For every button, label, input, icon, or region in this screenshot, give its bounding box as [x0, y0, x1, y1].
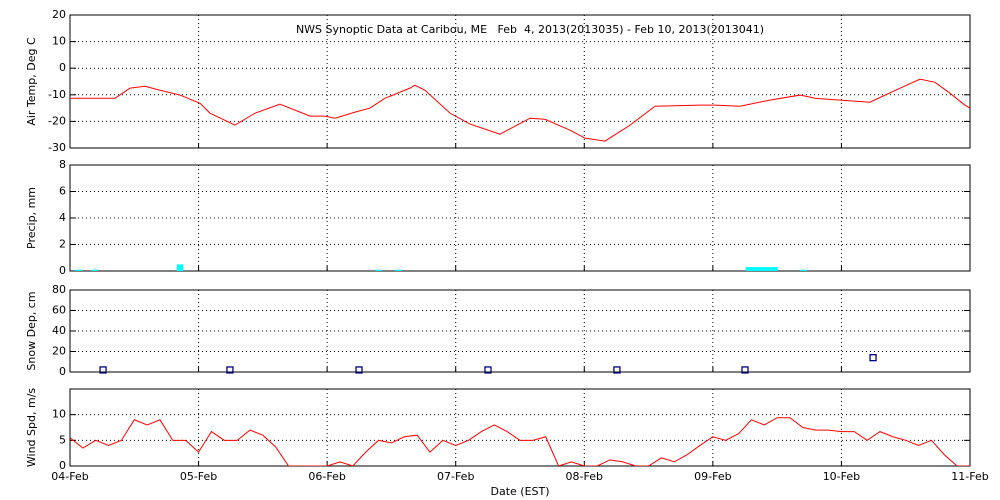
x-tick-label: 11-Feb: [951, 470, 988, 483]
x-tick-label: 05-Feb: [180, 470, 217, 483]
bar: [800, 269, 807, 271]
plot-frame: [69, 14, 971, 149]
y-tick-label: 0: [59, 365, 66, 378]
y-tick-label: 40: [52, 324, 66, 337]
x-axis-label: Date (EST): [490, 485, 549, 498]
y-tick-label: 0: [59, 61, 66, 74]
y-tick-label: 60: [52, 304, 66, 317]
bar: [758, 267, 765, 271]
x-tick-label: 09-Feb: [694, 470, 731, 483]
x-tick-label: 10-Feb: [823, 470, 860, 483]
y-tick-label: 0: [59, 459, 66, 472]
point: [355, 366, 363, 374]
y-axis-label: Air Temp, Deg C: [25, 37, 38, 126]
panel: 0 2 4 6 8 Precip, mm: [25, 158, 971, 277]
y-tick-label: 2: [59, 238, 66, 251]
y-tick-label: 0: [59, 264, 66, 277]
y-tick-label: 80: [52, 283, 66, 296]
y-tick-label: 6: [59, 185, 66, 198]
y-tick-label: 5: [59, 433, 66, 446]
panel: 0 5 10 04-Feb 05-Feb 06-Feb 07-Feb 08-Feb 09-Feb…: [25, 388, 989, 498]
bar: [771, 267, 778, 271]
y-tick-label: 4: [59, 211, 66, 224]
y-tick-label: 20: [52, 8, 66, 21]
y-tick-label: 20: [52, 345, 66, 358]
plot-frame: [69, 289, 971, 373]
point: [99, 366, 107, 374]
point: [741, 366, 749, 374]
plot-frame: [69, 164, 971, 272]
chart-title: NWS Synoptic Data at Caribou, ME Feb 4, …: [296, 23, 764, 36]
point: [869, 353, 877, 362]
y-tick-label: -30: [48, 141, 66, 154]
data-line: [70, 78, 970, 142]
panel: 0 20 40 60 80 Snow Dep, cm: [25, 283, 971, 378]
bar: [752, 267, 759, 271]
point: [613, 366, 621, 374]
bar: [176, 264, 184, 271]
bar: [375, 269, 382, 271]
y-axis-label: Wind Spd, m/s: [25, 388, 38, 468]
y-axis-label: Snow Dep, cm: [25, 291, 38, 370]
bar: [764, 267, 772, 271]
panel: -30 -20 -10 0 10 20 Air Temp, Deg C NWS Synopti…: [25, 8, 971, 154]
y-tick-label: -20: [48, 114, 66, 127]
bar: [395, 269, 402, 271]
data-line: [70, 417, 970, 466]
x-tick-label: 04-Feb: [51, 470, 88, 483]
x-tick-label: 06-Feb: [308, 470, 345, 483]
bar: [745, 267, 753, 271]
point: [226, 366, 234, 374]
bar: [75, 269, 82, 271]
plot-frame: [69, 388, 971, 467]
y-tick-label: 8: [59, 158, 66, 171]
y-axis-label: Precip, mm: [25, 187, 38, 249]
x-tick-label: 08-Feb: [566, 470, 603, 483]
y-tick-label: 10: [52, 35, 66, 48]
point: [484, 366, 492, 374]
y-tick-label: -10: [48, 88, 66, 101]
y-tick-label: 10: [52, 408, 66, 421]
x-tick-label: 07-Feb: [437, 470, 474, 483]
bar: [91, 269, 98, 271]
